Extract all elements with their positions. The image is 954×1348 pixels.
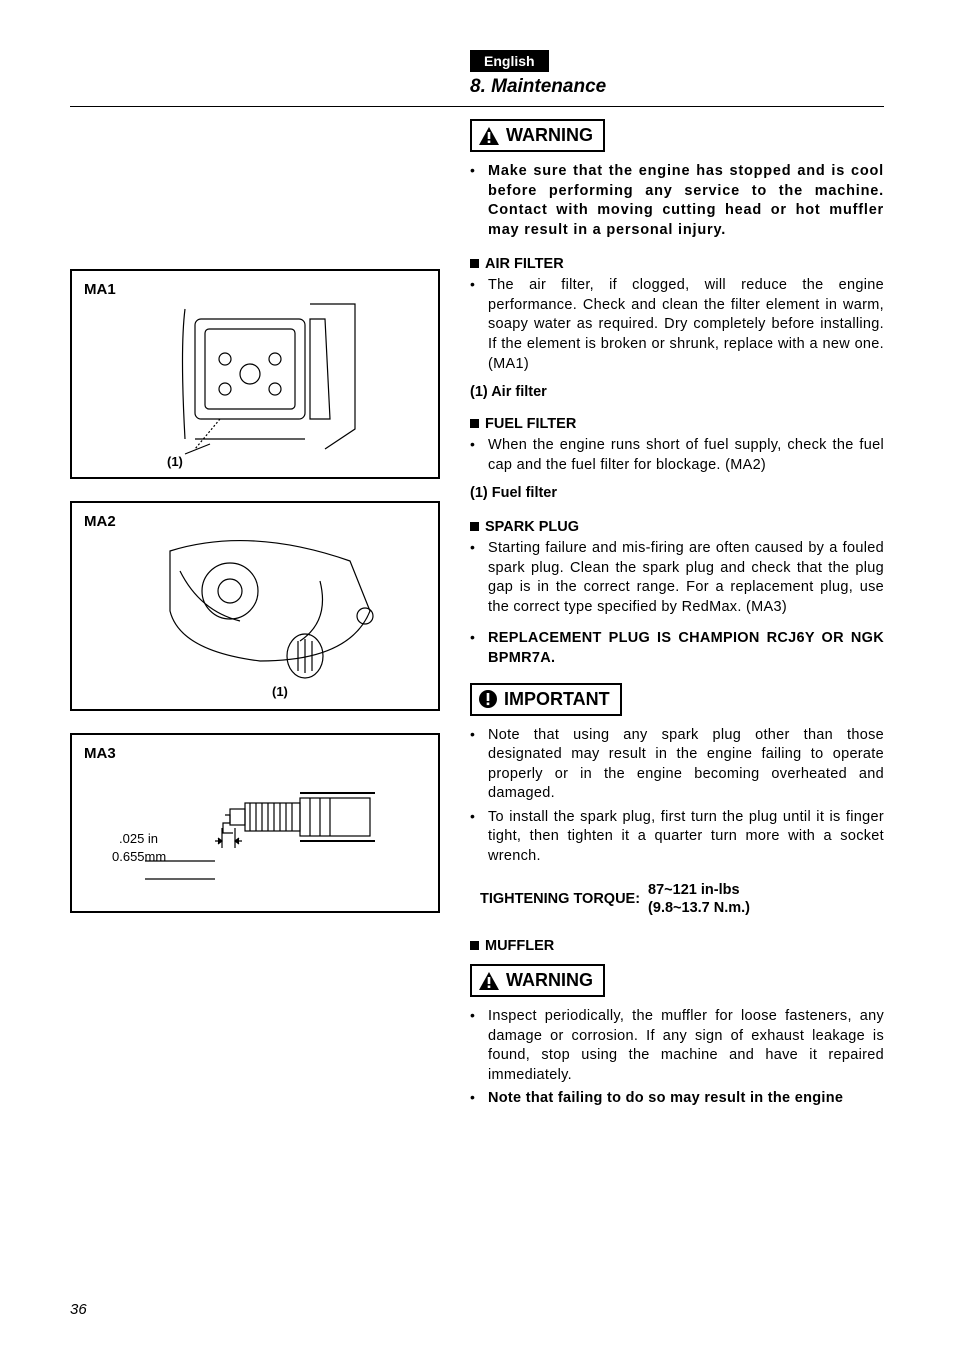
figure-ma3-dim-mm: 0.655mm xyxy=(112,849,166,864)
warning-box-2: WARNING xyxy=(470,964,605,997)
fuel-filter-bullet: • When the engine runs short of fuel sup… xyxy=(470,436,884,475)
fuel-filter-diagram-icon xyxy=(120,521,390,691)
bullet-dot: • xyxy=(470,1089,488,1109)
torque-val1: 87~121 in-lbs xyxy=(648,881,750,900)
muffler-text-1: Inspect periodically, the muffler for lo… xyxy=(488,1007,884,1085)
bullet-dot: • xyxy=(470,726,488,804)
spark-plug-diagram-icon xyxy=(115,753,395,893)
right-column: WARNING • Make sure that the engine has … xyxy=(470,119,884,1113)
figure-ma1: MA1 (1) xyxy=(70,269,440,479)
bullet-dot: • xyxy=(470,629,488,668)
engine-diagram-icon xyxy=(125,289,385,459)
bullet-dot: • xyxy=(470,1007,488,1085)
muffler-heading: MUFFLER xyxy=(470,938,884,954)
bullet-dot: • xyxy=(470,808,488,867)
important-circle-icon xyxy=(478,689,498,709)
muffler-text-2: Note that failing to do so may result in… xyxy=(488,1089,884,1109)
spark-plug-heading: SPARK PLUG xyxy=(470,519,884,535)
replacement-plug-text: REPLACEMENT PLUG IS CHAMPION RCJ6Y OR NG… xyxy=(488,629,884,668)
spark-plug-text: Starting failure and mis-firing are ofte… xyxy=(488,539,884,617)
warning1-bullet: • Make sure that the engine has stopped … xyxy=(470,162,884,240)
torque-label: TIGHTENING TORQUE: xyxy=(480,891,640,907)
figure-ma3-diagram xyxy=(84,745,426,901)
warning-triangle-icon xyxy=(478,971,500,991)
torque-val2: (9.8~13.7 N.m.) xyxy=(648,899,750,918)
fuel-filter-text: When the engine runs short of fuel suppl… xyxy=(488,436,884,475)
figure-ma3: MA3 xyxy=(70,733,440,913)
bullet-dot: • xyxy=(470,276,488,374)
fuel-filter-heading: FUEL FILTER xyxy=(470,416,884,432)
left-column: MA1 (1) MA2 xyxy=(70,119,440,1113)
important-box: IMPORTANT xyxy=(470,683,622,716)
figure-ma2-diagram xyxy=(84,513,426,699)
muffler-bullet-1: • Inspect periodically, the muffler for … xyxy=(470,1007,884,1085)
figure-ma1-diagram xyxy=(84,281,426,467)
language-badge: English xyxy=(470,50,549,72)
warning-title-1: WARNING xyxy=(506,125,593,146)
figure-ma2: MA2 (1) xyxy=(70,501,440,711)
air-filter-sub: (1) Air filter xyxy=(470,384,884,400)
figure-ma2-callout: (1) xyxy=(272,684,288,699)
important-title: IMPORTANT xyxy=(504,689,610,710)
bullet-dot: • xyxy=(470,162,488,240)
warning-title-2: WARNING xyxy=(506,970,593,991)
fuel-filter-sub: (1) Fuel filter xyxy=(470,485,884,501)
section-title: 8. Maintenance xyxy=(470,76,884,98)
bullet-dot: • xyxy=(470,436,488,475)
air-filter-bullet: • The air filter, if clogged, will reduc… xyxy=(470,276,884,374)
content-columns: MA1 (1) MA2 xyxy=(70,119,884,1113)
header-rule xyxy=(70,106,884,107)
air-filter-heading: AIR FILTER xyxy=(470,256,884,272)
warning1-text: Make sure that the engine has stopped an… xyxy=(488,162,884,240)
torque-values: 87~121 in-lbs (9.8~13.7 N.m.) xyxy=(648,881,750,919)
air-filter-text: The air filter, if clogged, will reduce … xyxy=(488,276,884,374)
torque-spec: TIGHTENING TORQUE: 87~121 in-lbs (9.8~13… xyxy=(480,881,884,919)
bullet-dot: • xyxy=(470,539,488,617)
figure-ma3-dim-in: .025 in xyxy=(119,831,158,846)
page-header: English 8. Maintenance xyxy=(470,50,884,98)
important-bullet-1: • Note that using any spark plug other t… xyxy=(470,726,884,804)
important-text-2: To install the spark plug, first turn th… xyxy=(488,808,884,867)
page-number: 36 xyxy=(70,1301,87,1318)
spark-plug-bullet: • Starting failure and mis-firing are of… xyxy=(470,539,884,617)
figure-ma1-callout: (1) xyxy=(167,454,183,469)
important-bullet-2: • To install the spark plug, first turn … xyxy=(470,808,884,867)
replacement-plug-bullet: • REPLACEMENT PLUG IS CHAMPION RCJ6Y OR … xyxy=(470,629,884,668)
muffler-bullet-2: • Note that failing to do so may result … xyxy=(470,1089,884,1109)
warning-box-1: WARNING xyxy=(470,119,605,152)
warning-triangle-icon xyxy=(478,126,500,146)
important-text-1: Note that using any spark plug other tha… xyxy=(488,726,884,804)
